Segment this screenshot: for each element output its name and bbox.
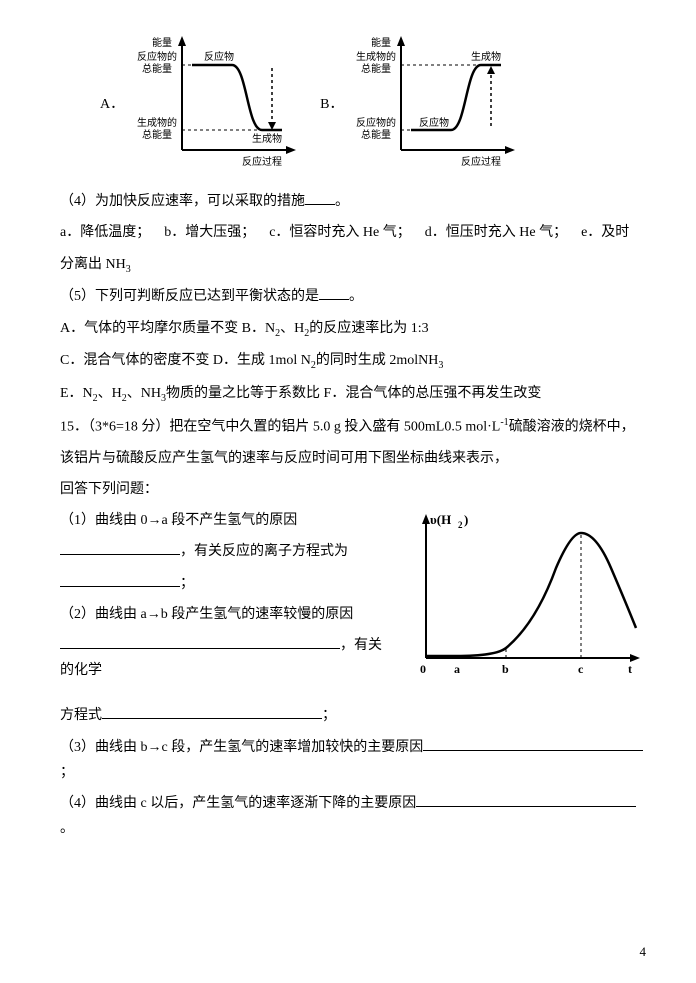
q15-p4-blank [416,792,636,807]
q4-opt-d: d．恒压时充入 He 气； [425,225,567,240]
q15-body: υ(H 2 ) 0 a b c t （1）曲线由 0→a 段不产生氢气的原因 ，… [60,508,646,841]
q15-head: 15．（3*6=18 分）把在空气中久置的铝片 5.0 g 投入盛有 500mL… [60,414,646,440]
q15-p1-blank1 [60,540,180,555]
q4-options-line2: 分离出 NH3 [60,252,646,279]
svg-text:0: 0 [420,662,426,676]
q15-p4a: （4）曲线由 c 以后，产生氢气的速率逐渐下降的主要原因 [60,796,416,811]
svg-text:反应物: 反应物 [419,116,449,129]
svg-text:υ(H: υ(H [430,512,451,527]
q4-opt-b: b．增大压强； [164,225,255,240]
q4-opt-c: c．恒容时充入 He 气； [269,225,411,240]
q5-line-ef: E．N2、H2、NH3物质的量之比等于系数比 F．混合气体的总压强不再发生改变 [60,381,646,408]
svg-text:能量: 能量 [371,36,391,49]
q5-D-pre: D．生成 1mol N [213,353,311,368]
svg-text:总能量: 总能量 [361,128,391,141]
svg-text:生成物的: 生成物的 [137,116,177,129]
q15-answer-lead: 回答下列问题： [60,477,646,502]
q5-F: F．混合气体的总压强不再发生改变 [324,386,542,401]
q15-p3a: （3）曲线由 b→c 段，产生氢气的速率增加较快的主要原因 [60,740,423,755]
q4-options-line1: a．降低温度； b．增大压强； c．恒容时充入 He 气； d．恒压时充入 He… [60,220,646,245]
diagram-label-b: B． [320,92,343,117]
q5-B-tail: 的反应速率比为 1:3 [309,321,428,336]
q5-stem-text: （5）下列可判断反应已达到平衡状态的是 [60,289,319,304]
q4-opt-e2: 分离出 NH [60,257,126,272]
q5-blank [319,285,349,300]
page-number: 4 [640,940,647,963]
q5-suffix: 。 [349,289,363,304]
q5-B-pre: B．N [242,321,275,336]
q4-suffix: 。 [335,194,349,209]
q15-p2d: ； [322,708,336,723]
svg-text:a: a [454,662,460,676]
svg-text:生成物: 生成物 [252,132,282,145]
q15-head-text: 15．（3*6=18 分）把在空气中久置的铝片 5.0 g 投入盛有 500mL… [60,420,500,435]
svg-text:反应物的: 反应物的 [356,116,396,129]
q4-opt-e: e．及时 [581,225,629,240]
q15-p3: （3）曲线由 b→c 段，产生氢气的速率增加较快的主要原因 ； [60,735,646,785]
svg-text:c: c [578,662,584,676]
svg-text:反应物的: 反应物的 [137,50,177,63]
q5-B-mid: 、H [280,321,304,336]
q5-line-cd: C．混合气体的密度不变 D．生成 1mol N2的同时生成 2molNH3 [60,348,646,375]
q15-p1b: ，有关反应的离子方程式为 [180,544,348,559]
q5-line-ab: A．气体的平均摩尔质量不变 B．N2、H2的反应速率比为 1:3 [60,316,646,343]
svg-text:总能量: 总能量 [142,62,172,75]
q4-opt-e2-sub: 3 [126,263,131,274]
q15-p3-blank [423,736,643,751]
q5-A: A．气体的平均摩尔质量不变 [60,321,238,336]
q15-p2-line3: 方程式 ； [60,703,646,728]
q15-p2c: 方程式 [60,708,102,723]
q5-D-tail: 的同时生成 2molNH [316,353,439,368]
svg-text:b: b [502,662,509,676]
svg-text:反应过程: 反应过程 [242,155,282,168]
svg-text:生成物: 生成物 [471,50,501,63]
q4-stem-text: （4）为加快反应速率，可以采取的措施 [60,194,305,209]
q5-stem: （5）下列可判断反应已达到平衡状态的是 。 [60,284,646,309]
svg-text:生成物的: 生成物的 [356,50,396,63]
q5-C: C．混合气体的密度不变 [60,353,209,368]
svg-text:总能量: 总能量 [361,62,391,75]
energy-diagram-a: 能量 反应物的 总能量 生成物的 总能量 反应物 生成物 反应过程 [132,30,302,179]
q5-E-tail: 物质的量之比等于系数比 [166,386,320,401]
svg-text:总能量: 总能量 [142,128,172,141]
q15-p2-blank1 [60,634,340,649]
q4-blank [305,190,335,205]
svg-text:): ) [464,512,468,527]
energy-diagram-b: 能量 生成物的 总能量 反应物的 总能量 生成物 反应物 反应过程 [351,30,521,179]
q5-E-m1: 、H [98,386,122,401]
svg-text:反应过程: 反应过程 [461,155,501,168]
q15-p3b: ； [60,765,74,780]
q15-p4: （4）曲线由 c 以后，产生氢气的速率逐渐下降的主要原因。 [60,791,646,841]
q15-p1-blank2 [60,572,180,587]
q15-line2: 该铝片与硫酸反应产生氢气的速率与反应时间可用下图坐标曲线来表示， [60,446,646,471]
q5-E-pre: E．N [60,386,93,401]
q15-p1c: ； [180,576,194,591]
q15-head-sup: -1 [500,417,508,428]
diagram-label-a: A． [100,92,124,117]
q15-p2-blank2 [102,704,322,719]
svg-text:能量: 能量 [152,36,172,49]
svg-text:t: t [628,662,632,676]
q15-head-tail: 硫酸溶液的烧杯中， [509,420,635,435]
energy-diagram-row: A． 能量 反应物的 总能量 生成物的 [60,30,646,179]
q4-opt-a: a．降低温度； [60,225,150,240]
q5-E-m2: 、NH [127,386,161,401]
q5-D-sub2: 3 [438,360,443,371]
q4-stem: （4）为加快反应速率，可以采取的措施 。 [60,189,646,214]
q15-rate-graph: υ(H 2 ) 0 a b c t [396,508,646,697]
svg-text:反应物: 反应物 [204,50,234,63]
q15-p4b: 。 [60,821,74,836]
svg-text:2: 2 [458,520,463,530]
